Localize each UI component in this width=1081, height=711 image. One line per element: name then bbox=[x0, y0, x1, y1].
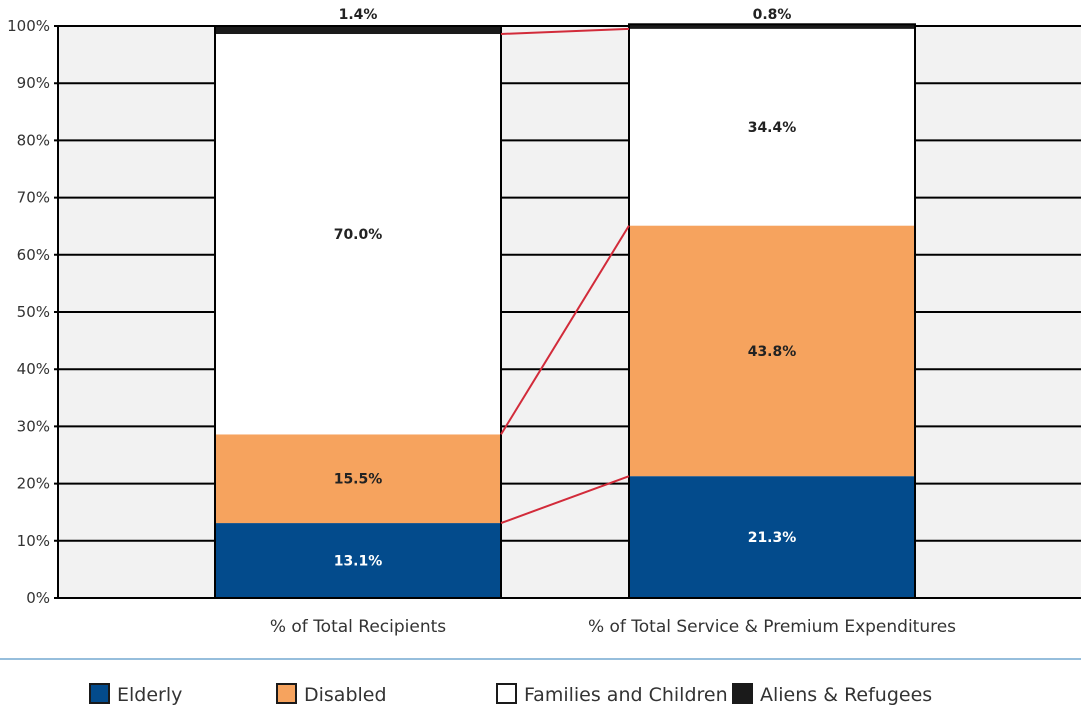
legend-label: Elderly bbox=[117, 684, 182, 706]
y-tick-label: 10% bbox=[17, 532, 50, 550]
bar-segment-disabled bbox=[629, 225, 915, 477]
y-tick-label: 80% bbox=[17, 131, 50, 149]
bar-segment-families-and-children bbox=[629, 28, 915, 226]
bar-segment-families-and-children bbox=[215, 34, 501, 435]
y-tick-label: 20% bbox=[17, 475, 50, 493]
data-label: 43.8% bbox=[748, 344, 797, 360]
data-label: 1.4% bbox=[339, 7, 378, 23]
data-label: 34.4% bbox=[748, 120, 797, 136]
y-tick-label: 100% bbox=[7, 17, 50, 35]
x-category-label: % of Total Service & Premium Expenditure… bbox=[588, 617, 956, 637]
y-tick-label: 70% bbox=[17, 189, 50, 207]
y-tick-label: 30% bbox=[17, 417, 50, 435]
data-label: 21.3% bbox=[748, 530, 797, 546]
y-tick-label: 50% bbox=[17, 303, 50, 321]
bar-segment-aliens-refugees bbox=[215, 26, 501, 35]
legend-label: Disabled bbox=[304, 684, 387, 706]
data-label: 0.8% bbox=[753, 7, 792, 23]
bar-segment-elderly bbox=[629, 476, 915, 598]
data-label: 70.0% bbox=[334, 227, 383, 243]
connector-line bbox=[500, 225, 630, 435]
y-tick-label: 40% bbox=[17, 360, 50, 378]
bar-segment-disabled bbox=[215, 434, 501, 524]
legend-swatch-aliens-refugees bbox=[732, 683, 753, 704]
x-category-label: % of Total Recipients bbox=[270, 617, 446, 637]
legend-swatch-families-and-children bbox=[496, 683, 517, 704]
bar-outline bbox=[628, 23, 916, 600]
legend-swatch-elderly bbox=[89, 683, 110, 704]
bar-segment-elderly bbox=[215, 523, 501, 598]
data-label: 15.5% bbox=[334, 472, 383, 488]
y-tick-label: 0% bbox=[26, 589, 50, 607]
bar-segment-aliens-refugees bbox=[629, 24, 915, 29]
legend-label: Aliens & Refugees bbox=[760, 684, 932, 706]
legend-swatch-disabled bbox=[276, 683, 297, 704]
bar-outline bbox=[214, 25, 502, 599]
connector-line bbox=[500, 27, 630, 36]
y-tick-label: 90% bbox=[17, 74, 50, 92]
connector-line bbox=[500, 475, 630, 525]
y-tick-label: 60% bbox=[17, 246, 50, 264]
legend-label: Families and Children bbox=[524, 684, 728, 706]
data-label: 13.1% bbox=[334, 554, 383, 570]
